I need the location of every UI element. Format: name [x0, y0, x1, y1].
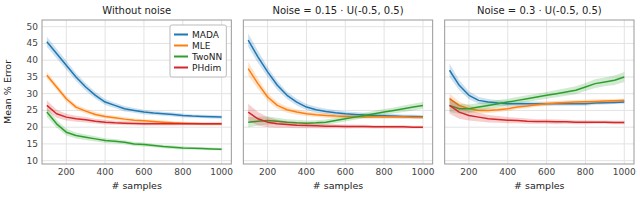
chart: 10 15 20 25 30 35 40 45 50 200 400 600 800 1000 MADAML… — [0, 0, 640, 200]
legend-label: TwoNN — [191, 52, 222, 62]
legend-swatch — [174, 45, 188, 47]
tick-label: 1000 — [412, 167, 435, 177]
legend-swatch — [174, 67, 188, 69]
error-band — [248, 33, 423, 118]
grid-line — [267, 20, 268, 164]
panel: 200 400 600 800 1000 MADAMLETwoNNPHdim Noise =… — [445, 5, 636, 191]
grid-line — [445, 160, 634, 161]
tick-label: 20 — [27, 122, 39, 132]
legend-swatch — [174, 34, 188, 36]
tick-label: 35 — [27, 72, 38, 82]
tick-label: 200 — [460, 167, 477, 177]
grid-line — [585, 20, 586, 164]
grid-line — [345, 20, 346, 164]
grid-line — [384, 20, 385, 164]
tick-label: 15 — [27, 139, 38, 149]
grid-line — [624, 20, 625, 164]
grid-line — [243, 60, 432, 61]
legend: MADAMLETwoNNPHdim — [170, 25, 226, 77]
grid-line — [445, 127, 634, 128]
plot-area: MADAMLETwoNNPHdim — [450, 64, 625, 125]
grid-line — [306, 20, 307, 164]
legend-swatch — [174, 56, 188, 58]
grid-line — [66, 20, 67, 164]
tick-label: 30 — [27, 89, 39, 99]
error-band — [47, 107, 222, 151]
tick-label: 600 — [538, 167, 555, 177]
tick-label: 600 — [337, 167, 354, 177]
tick-label: 200 — [259, 167, 276, 177]
plot-area: MADAMLETwoNNPHdim — [47, 37, 222, 151]
grid-line — [445, 143, 634, 144]
panel: 200 400 600 800 1000 MADAMLETwoNNPHdim Noise =… — [243, 5, 434, 191]
tick-label: 40 — [27, 55, 39, 65]
tick-label: 400 — [298, 167, 315, 177]
error-band — [47, 72, 222, 125]
series-line: PHdim — [47, 105, 222, 123]
tick-label: 400 — [97, 167, 114, 177]
legend-label: MLE — [192, 41, 211, 51]
tick-label: 400 — [499, 167, 516, 177]
grid-line — [243, 43, 432, 44]
legend-label: MADA — [192, 30, 220, 40]
grid-line — [42, 127, 231, 128]
legend-box — [170, 25, 226, 77]
title: Noise = 0.3 ⋅ U(-0.5, 0.5) — [477, 5, 602, 16]
legend-label: PHdim — [192, 63, 221, 73]
tick-label: 800 — [174, 167, 191, 177]
series-line: PHdim — [450, 105, 625, 122]
title: Noise = 0.15 ⋅ U(-0.5, 0.5) — [272, 5, 403, 16]
frame — [445, 20, 634, 164]
grid-line — [445, 76, 634, 77]
grid-line — [243, 93, 432, 94]
grid-line — [143, 20, 144, 164]
title: Without noise — [102, 5, 171, 16]
grid-line — [445, 43, 634, 44]
tick-label: 10 — [27, 156, 39, 166]
page: {"chart_data": [ {"type": "line", "title… — [0, 0, 640, 200]
series-line: TwoNN — [450, 77, 625, 109]
tick-label: 200 — [58, 167, 75, 177]
grid-line — [243, 26, 432, 27]
grid-line — [243, 143, 432, 144]
error-band — [248, 104, 423, 129]
grid-line — [42, 93, 231, 94]
series-line: PHdim — [248, 112, 423, 127]
tick-label: 45 — [27, 38, 38, 48]
error-band — [450, 72, 625, 114]
tick-label: 600 — [135, 167, 152, 177]
tick-label: 50 — [27, 22, 39, 32]
plot-area: MADAMLETwoNNPHdim — [248, 33, 423, 128]
grid-line — [445, 26, 634, 27]
tick-label: 25 — [27, 105, 38, 115]
x-axis-label: # samples — [111, 180, 162, 191]
tick-label: 1000 — [613, 167, 636, 177]
grid-line — [507, 20, 508, 164]
error-band — [248, 102, 423, 127]
error-band — [450, 97, 625, 124]
frame — [42, 20, 231, 164]
x-axis-label: # samples — [514, 180, 565, 191]
tick-label: 1000 — [210, 167, 233, 177]
grid-line — [445, 60, 634, 61]
frame — [243, 20, 432, 164]
tick-label: 800 — [376, 167, 393, 177]
grid-line — [243, 160, 432, 161]
grid-line — [42, 160, 231, 161]
y-axis-label: Mean % Error — [2, 60, 13, 124]
tick-label: 800 — [577, 167, 594, 177]
grid-line — [422, 20, 423, 164]
x-axis-label: # samples — [313, 180, 364, 191]
error-band — [47, 100, 222, 125]
panel: 10 15 20 25 30 35 40 45 50 200 400 600 800 1000 MADAML… — [2, 5, 233, 191]
